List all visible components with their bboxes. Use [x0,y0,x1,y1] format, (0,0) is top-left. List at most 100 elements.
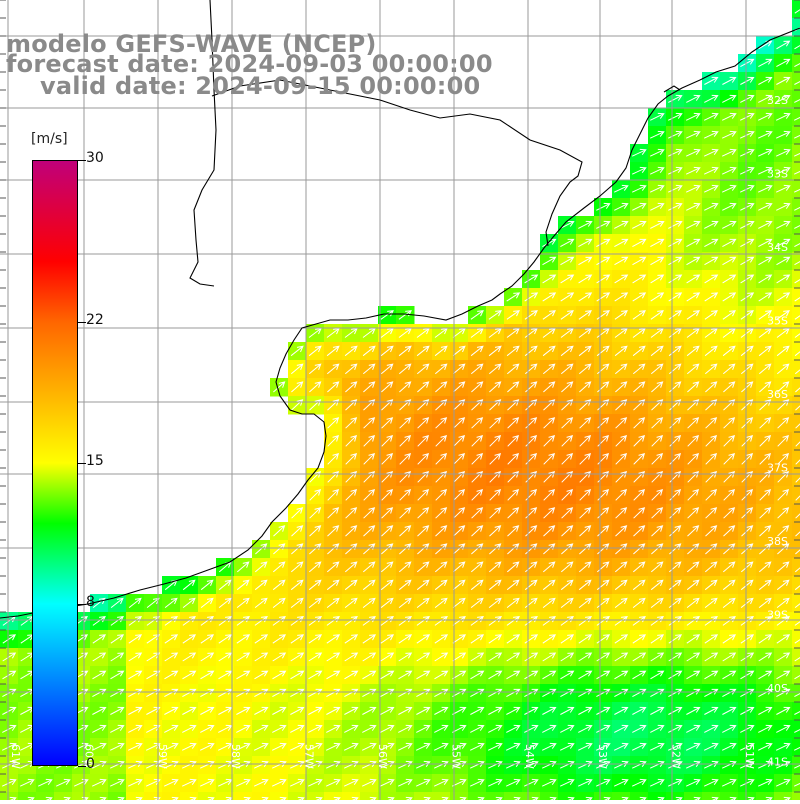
wind-speed-cell [792,54,800,73]
wind-speed-cell [792,522,800,541]
colorbar-tick-mark [78,160,86,161]
wind-speed-cell [792,738,800,757]
wind-speed-cell [648,792,667,800]
wind-speed-cell [342,792,361,800]
wind-speed-cell [558,792,577,800]
latitude-label: 34S [767,241,788,254]
wind-speed-cell [792,72,800,91]
wind-speed-cell [792,198,800,217]
wind-speed-cell [432,792,451,800]
wind-speed-cell [306,792,325,800]
wind-speed-cell [792,756,800,775]
latitude-label: 38S [767,535,788,548]
wind-speed-cell [360,792,379,800]
latitude-label: 33S [767,168,788,181]
wind-speed-cell [792,270,800,289]
longitude-label: 53W [596,744,609,769]
longitude-label: 61W [9,744,22,769]
wind-speed-cell [792,0,800,19]
wind-speed-cell [756,792,775,800]
longitude-label: 58W [229,744,242,769]
wind-speed-cell [612,792,631,800]
wind-speed-cell [792,342,800,361]
wind-speed-cell [162,792,181,800]
longitude-label: 55W [449,744,462,769]
wind-speed-cell [792,180,800,199]
wind-speed-cell [792,306,800,325]
colorbar-tick-label: 22 [86,312,104,328]
wind-speed-cell [792,324,800,343]
colorbar-tick-label: 15 [86,453,104,469]
wind-speed-cell [396,792,415,800]
wind-speed-cell [792,774,800,793]
valid-date: valid date: 2024-09-15 00:00:00 [40,74,480,98]
wind-speed-cell [792,216,800,235]
wind-speed-cell [792,288,800,307]
wind-speed-cell [738,792,757,800]
wind-speed-cell [684,792,703,800]
wind-speed-cell [180,792,199,800]
wind-speed-cell [108,792,127,800]
wind-speed-cell [126,792,145,800]
wind-speed-cell [54,792,73,800]
wind-speed-cell [792,162,800,181]
longitude-label: 59W [156,744,169,769]
wind-speed-cell [792,702,800,721]
colorbar [32,160,78,766]
wind-speed-cell [792,414,800,433]
wind-speed-cell [720,792,739,800]
latitude-label: 35S [767,315,788,328]
longitude-label: 52W [670,744,683,769]
wind-speed-cell [792,252,800,271]
latitude-label: 41S [767,756,788,769]
wind-speed-cell [792,360,800,379]
colorbar-tick-label: 30 [86,150,104,166]
latitude-label: 39S [767,609,788,622]
wind-speed-cell [792,234,800,253]
wind-speed-cell [522,792,541,800]
wind-speed-cell [0,792,19,800]
wind-speed-cell [666,792,685,800]
wind-speed-cell [792,540,800,559]
wind-speed-cell [72,792,91,800]
longitude-label: 57W [303,744,316,769]
wind-speed-cell [792,378,800,397]
wind-speed-cell [90,792,109,800]
wind-speed-cell [792,486,800,505]
wind-speed-cell [792,468,800,487]
latitude-label: 37S [767,462,788,475]
colorbar-tick-mark [78,766,86,767]
wind-speed-cell [270,792,289,800]
wind-speed-cell [792,594,800,613]
wind-speed-cell [792,18,800,37]
colorbar-tick-mark [78,463,86,464]
wind-speed-cell [378,792,397,800]
wind-speed-cell [792,144,800,163]
wind-speed-cell [792,90,800,109]
colorbar-tick-mark [78,322,86,323]
wind-speed-cell [792,396,800,415]
wind-speed-cell [540,792,559,800]
longitude-label: 56W [376,744,389,769]
wind-speed-cell [504,792,523,800]
wind-speed-cell [792,666,800,685]
colorbar-tick-mark [78,604,86,605]
wind-speed-cell [594,792,613,800]
wind-speed-cell [18,792,37,800]
wind-speed-cell [792,648,800,667]
wind-speed-cell [774,792,793,800]
wind-speed-cell [576,792,595,800]
wind-speed-cell [468,792,487,800]
wind-speed-cell [792,36,800,55]
wind-speed-cell [450,792,469,800]
wind-speed-cell [792,720,800,739]
wind-speed-cell [792,432,800,451]
wind-speed-cell [630,792,649,800]
wind-speed-cell [486,792,505,800]
wind-speed-cell [792,504,800,523]
wind-speed-cell [792,630,800,649]
latitude-label: 36S [767,388,788,401]
wind-speed-cell [792,684,800,703]
wind-speed-cell [792,558,800,577]
